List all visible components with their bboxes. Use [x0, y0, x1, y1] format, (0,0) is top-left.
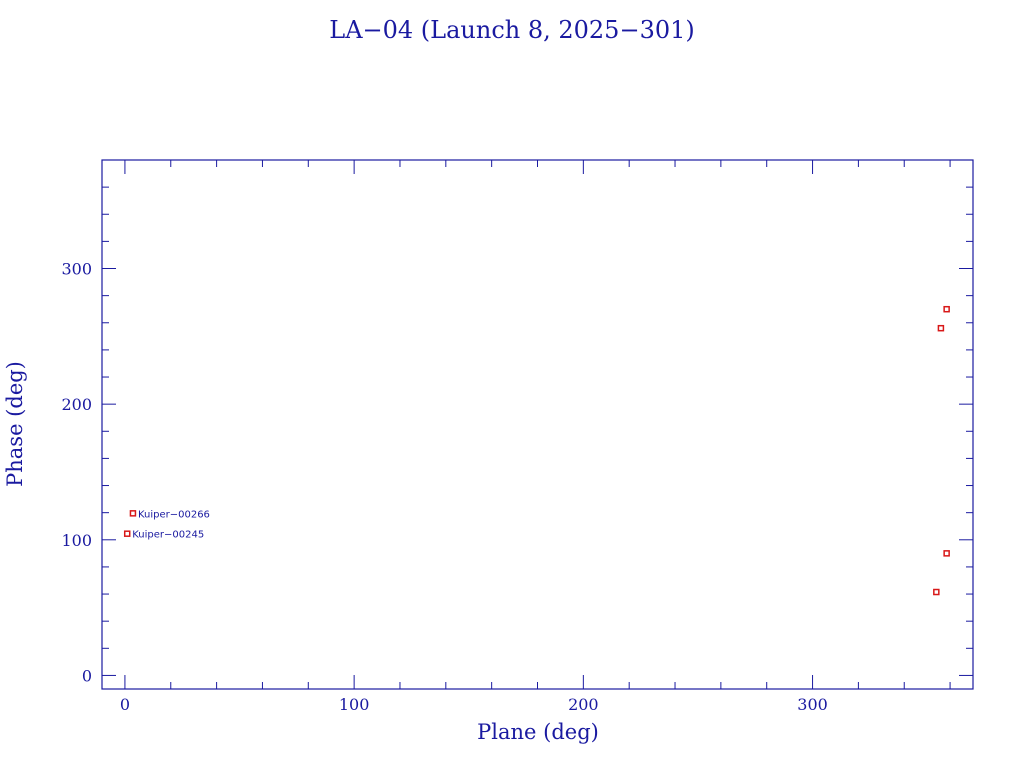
chart-title: LA−04 (Launch 8, 2025−301)	[329, 16, 694, 44]
point-label: Kuiper−00245	[132, 530, 204, 541]
y-axis-label: Phase (deg)	[3, 361, 27, 487]
data-point	[129, 510, 137, 517]
x-tick-label: 100	[339, 695, 370, 714]
x-tick-label: 300	[797, 695, 828, 714]
x-tick-label: 0	[120, 695, 130, 714]
y-tick-label: 0	[82, 666, 92, 685]
y-tick-label: 100	[61, 531, 92, 550]
plot-frame	[101, 159, 974, 690]
y-tick-label: 200	[61, 395, 92, 414]
data-point	[933, 588, 940, 596]
axis-ticks	[102, 159, 973, 689]
data-point	[943, 305, 950, 313]
axis-tick-labels: 0 100 200 300 0 100 200 300	[61, 260, 827, 714]
data-points: Kuiper−00266 Kuiper−00245	[123, 305, 950, 596]
y-tick-label: 300	[61, 260, 92, 279]
data-point	[937, 324, 945, 332]
data-point	[123, 530, 131, 537]
point-label: Kuiper−00266	[138, 509, 210, 520]
data-point	[943, 550, 950, 557]
x-tick-label: 200	[568, 695, 599, 714]
x-axis-label: Plane (deg)	[477, 720, 599, 744]
